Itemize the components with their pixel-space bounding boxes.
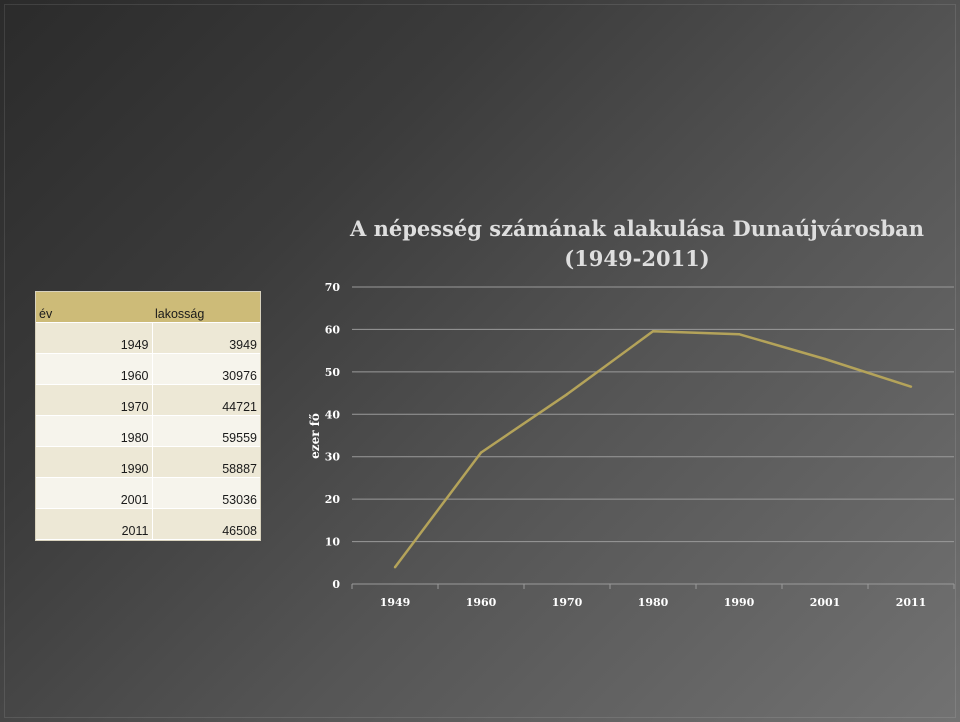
y-tick-label: 10 [325, 536, 341, 549]
data-point [737, 332, 741, 336]
cell-year: 2011 [36, 508, 153, 540]
x-tick-label: 2001 [810, 596, 841, 609]
cell-year: 2001 [36, 477, 153, 509]
x-tick-label: 1960 [466, 596, 497, 609]
data-point [909, 385, 913, 388]
header-year: év [36, 292, 152, 323]
table-row: 2001 53036 [36, 477, 260, 509]
y-tick-label: 60 [325, 323, 341, 336]
cell-year: 1949 [36, 322, 153, 354]
cell-population: 58887 [152, 446, 260, 478]
chart-title-line-2: (1949-2011) [564, 246, 709, 271]
cell-year: 1990 [36, 446, 153, 478]
x-tick-label: 1970 [552, 596, 583, 609]
header-population: lakosság [152, 292, 260, 323]
cell-year: 1980 [36, 415, 153, 447]
cell-population: 44721 [152, 384, 260, 416]
y-tick-label: 20 [325, 493, 341, 506]
data-point [479, 451, 483, 454]
x-tick-label: 2011 [896, 596, 927, 609]
x-axis-ticks: 1949 1960 1970 1980 1990 2001 2011 [351, 584, 955, 609]
data-point [651, 330, 655, 333]
series-line [394, 330, 912, 568]
y-tick-label: 70 [325, 281, 341, 294]
table-row: 1960 30976 [36, 353, 260, 385]
data-point [823, 357, 827, 361]
table-row: 2011 46508 [36, 508, 260, 540]
cell-population: 46508 [152, 508, 260, 540]
grid-lines [352, 286, 954, 585]
cell-population: 59559 [152, 415, 260, 447]
cell-population: 53036 [152, 477, 260, 509]
y-tick-label: 30 [325, 451, 341, 464]
population-table: év lakosság 1949 3949 1960 30976 1970 44… [36, 292, 260, 540]
table-row: 1949 3949 [36, 322, 260, 354]
table-header-row: év lakosság [36, 292, 260, 323]
y-axis-ticks: 0 10 20 30 40 50 60 70 [325, 281, 341, 591]
y-axis-label: ezer fő [308, 413, 322, 459]
chart-title-line-1: A népesség számának alakulása Dunaújváro… [349, 216, 924, 241]
table-row: 1980 59559 [36, 415, 260, 447]
cell-population: 3949 [152, 322, 260, 354]
x-tick-label: 1949 [380, 596, 411, 609]
cell-year: 1970 [36, 384, 153, 416]
data-point [565, 393, 569, 396]
y-tick-label: 0 [332, 578, 340, 591]
table-row: 1970 44721 [36, 384, 260, 416]
x-tick-label: 1980 [638, 596, 669, 609]
cell-year: 1960 [36, 353, 153, 385]
cell-population: 30976 [152, 353, 260, 385]
data-point [393, 566, 397, 569]
series-layer [393, 330, 913, 569]
y-tick-label: 40 [325, 408, 341, 421]
x-tick-label: 1990 [724, 596, 755, 609]
table-row: 1990 58887 [36, 446, 260, 478]
y-tick-label: 50 [325, 366, 341, 379]
